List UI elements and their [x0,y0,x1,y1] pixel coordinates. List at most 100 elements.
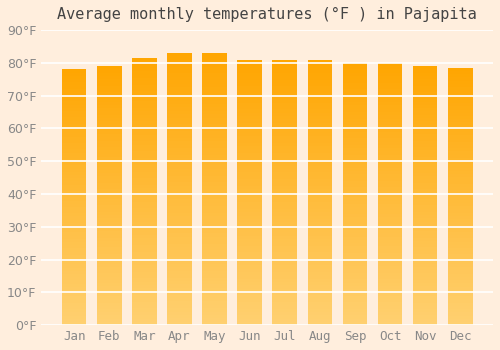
Bar [167,288,192,291]
Bar [62,277,86,280]
Bar [413,309,438,312]
Bar [167,230,192,233]
Bar [448,303,472,306]
Bar [272,295,297,299]
Bar [413,150,438,154]
Bar [413,69,438,72]
Bar [238,199,262,202]
Bar [342,250,367,253]
Bar [202,121,227,125]
Bar [308,173,332,176]
Bar [448,68,472,71]
Bar [448,103,472,106]
Bar [62,309,86,313]
Bar [448,209,472,212]
Bar [132,152,156,155]
Bar [342,240,367,243]
Bar [413,205,438,209]
Bar [97,121,122,125]
Bar [238,202,262,206]
Bar [448,287,472,290]
Bar [202,135,227,138]
Bar [167,308,192,312]
Bar [308,222,332,226]
Bar [413,202,438,205]
Bar [342,214,367,217]
Bar [132,138,156,141]
Bar [308,96,332,99]
Bar [62,204,86,207]
Bar [167,216,192,220]
Bar [97,141,122,144]
Bar [97,128,122,131]
Bar [342,63,367,66]
Bar [308,305,332,309]
Bar [62,258,86,261]
Bar [272,236,297,239]
Bar [448,274,472,277]
Bar [132,108,156,111]
Bar [202,141,227,145]
Bar [202,175,227,179]
Bar [342,270,367,273]
Bar [202,312,227,315]
Bar [62,271,86,274]
Bar [342,191,367,194]
Bar [378,125,402,128]
Bar [413,157,438,160]
Bar [238,169,262,173]
Bar [97,183,122,186]
Bar [308,99,332,103]
Bar [97,150,122,154]
Bar [378,135,402,138]
Bar [448,80,472,84]
Bar [272,90,297,93]
Bar [272,86,297,90]
Bar [202,172,227,175]
Bar [308,139,332,142]
Bar [97,228,122,231]
Bar [62,236,86,239]
Bar [132,288,156,292]
Bar [378,217,402,220]
Bar [132,205,156,208]
Bar [413,218,438,222]
Bar [448,300,472,303]
Bar [413,231,438,235]
Bar [202,84,227,87]
Bar [272,156,297,159]
Bar [167,186,192,189]
Bar [202,284,227,288]
Bar [132,88,156,91]
Bar [132,235,156,238]
Bar [132,222,156,225]
Bar [308,269,332,272]
Bar [238,182,262,186]
Bar [448,190,472,193]
Bar [308,66,332,70]
Bar [308,229,332,232]
Bar [378,292,402,296]
Bar [342,266,367,270]
Bar [167,278,192,281]
Bar [132,202,156,205]
Bar [378,273,402,276]
Bar [448,129,472,132]
Bar [378,306,402,309]
Bar [132,248,156,252]
Bar [272,226,297,229]
Bar [97,196,122,199]
Bar [342,230,367,233]
Bar [62,265,86,268]
Bar [378,141,402,145]
Bar [238,229,262,232]
Bar [97,231,122,235]
Bar [62,175,86,178]
Bar [238,236,262,239]
Bar [132,71,156,75]
Bar [132,61,156,65]
Bar [378,296,402,299]
Bar [167,84,192,87]
Bar [97,160,122,163]
Bar [378,63,402,66]
